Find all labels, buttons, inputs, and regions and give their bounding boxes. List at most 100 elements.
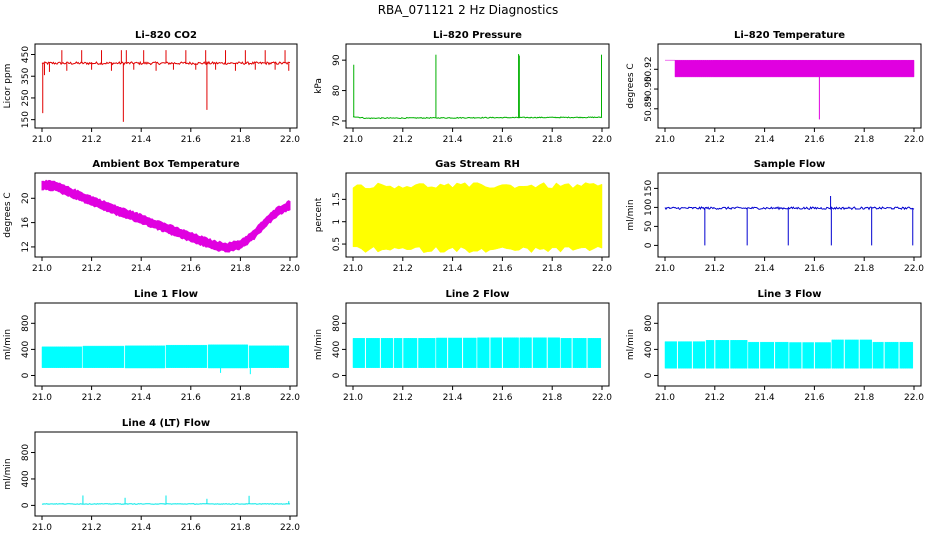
series-band — [165, 344, 208, 368]
x-tick-label: 21.6 — [181, 135, 201, 145]
x-tick-label: 21.0 — [343, 135, 363, 145]
panel-title: Li–820 CO2 — [135, 30, 197, 41]
x-tick-label: 21.6 — [181, 523, 201, 533]
y-tick-label: 12 — [21, 241, 31, 252]
y-tick-label: 400 — [21, 470, 31, 487]
y-tick-label: 800 — [21, 444, 31, 461]
panel-7: Line 1 Flow ml/min 21.0 21.2 21.4 21.6 21.8 22.… — [3, 289, 300, 403]
y-axis-label: percent — [314, 197, 324, 232]
series-band — [477, 337, 519, 368]
y-axis-label: degrees C — [3, 192, 13, 237]
main-title: RBA_071121 2 Hz Diagnostics — [378, 3, 559, 17]
panel-4: Ambient Box Temperature degrees C 21.0 21.2… — [3, 159, 300, 274]
x-tick-label: 21.4 — [443, 393, 463, 403]
plot-frame — [657, 172, 922, 258]
plot-frame — [345, 43, 610, 129]
y-tick-label: 350 — [21, 67, 31, 84]
panel-title: Li–820 Temperature — [734, 30, 845, 41]
x-tick-label: 21.0 — [343, 264, 363, 274]
plot-frame — [345, 302, 610, 387]
series-band — [207, 344, 249, 369]
y-tick-label: 50.92 — [644, 56, 654, 82]
y-tick-label: 80 — [332, 85, 342, 97]
series-band — [41, 179, 291, 253]
x-tick-label: 21.4 — [443, 135, 463, 145]
x-tick-label: 21.8 — [230, 393, 250, 403]
plot-frame — [34, 302, 298, 387]
y-tick-label: 1 — [332, 219, 342, 225]
x-tick-label: 21.6 — [492, 393, 512, 403]
panel-6: Sample Flow ml/min 21.0 21.2 21.4 21.6 21.8 22.… — [626, 159, 924, 274]
x-tick-label: 21.6 — [181, 393, 201, 403]
y-tick-label: 20 — [21, 192, 31, 204]
x-tick-label: 21.8 — [230, 264, 250, 274]
x-tick-label: 22.0 — [904, 264, 924, 274]
x-tick-label: 21.2 — [705, 264, 725, 274]
x-tick-label: 21.0 — [655, 393, 675, 403]
panel-8: Line 2 Flow ml/min 21.0 21.2 21.4 21.6 21.8 22.… — [314, 289, 612, 403]
panel-3: Li–820 Temperature degrees C 21.0 21.2 21.4 2… — [626, 30, 924, 145]
x-tick-label: 21.0 — [343, 393, 363, 403]
x-tick-label: 21.0 — [32, 135, 52, 145]
y-axis-label: ml/min — [626, 329, 636, 360]
plot-frame — [345, 172, 610, 258]
x-tick-label: 21.2 — [82, 523, 102, 533]
x-tick-label: 21.2 — [705, 135, 725, 145]
panel-9: Line 3 Flow ml/min 21.0 21.2 21.4 21.6 21.8 22.… — [626, 289, 924, 403]
plot-frame — [34, 431, 298, 517]
y-tick-label: 800 — [21, 314, 31, 331]
x-tick-label: 22.0 — [280, 135, 300, 145]
series-band — [560, 338, 602, 368]
series-band — [789, 342, 831, 369]
y-tick-label: 400 — [332, 341, 342, 358]
series-band — [352, 338, 394, 368]
y-axis-label: ml/min — [3, 329, 13, 360]
y-tick-label: 1.5 — [332, 192, 342, 206]
plot-frame — [657, 302, 922, 387]
y-axis-label: kPa — [314, 78, 324, 94]
y-tick-label: 0.5 — [332, 237, 342, 251]
x-tick-label: 22.0 — [592, 393, 612, 403]
y-tick-label: 450 — [21, 46, 31, 63]
y-tick-label: 800 — [644, 314, 654, 331]
x-tick-label: 21.4 — [131, 264, 151, 274]
x-tick-label: 21.4 — [443, 264, 463, 274]
y-axis-label: Licor ppm — [3, 64, 13, 109]
x-tick-label: 22.0 — [904, 393, 924, 403]
panel-title: Li–820 Pressure — [433, 30, 522, 41]
x-tick-label: 22.0 — [280, 523, 300, 533]
y-tick-label: 0 — [332, 372, 342, 378]
series-band — [393, 338, 436, 368]
series-band — [664, 341, 706, 369]
x-tick-label: 21.6 — [804, 264, 824, 274]
y-axis-label: ml/min — [3, 458, 13, 489]
data-series — [41, 50, 291, 122]
y-tick-label: 50.90 — [644, 76, 654, 102]
x-tick-label: 22.0 — [592, 264, 612, 274]
x-tick-label: 21.2 — [393, 393, 413, 403]
x-tick-label: 21.0 — [655, 264, 675, 274]
x-tick-label: 21.4 — [755, 264, 775, 274]
y-tick-label: 0 — [644, 372, 654, 378]
x-tick-label: 21.6 — [492, 135, 512, 145]
x-tick-label: 21.2 — [82, 135, 102, 145]
y-tick-label: 50.89 — [644, 96, 654, 122]
panel-2: Li–820 Pressure kPa 21.0 21.2 21.4 21.6 21.8 22… — [314, 30, 612, 145]
x-tick-label: 21.8 — [854, 264, 874, 274]
x-tick-label: 21.4 — [131, 523, 151, 533]
panel-title: Line 1 Flow — [134, 289, 198, 300]
y-tick-label: 90 — [332, 54, 342, 66]
x-tick-label: 22.0 — [280, 393, 300, 403]
x-tick-label: 21.0 — [32, 393, 52, 403]
y-tick-label: 0 — [21, 372, 31, 378]
panel-title: Ambient Box Temperature — [92, 159, 239, 170]
x-tick-label: 22.0 — [904, 135, 924, 145]
data-series — [352, 313, 602, 376]
x-tick-label: 21.6 — [804, 135, 824, 145]
y-tick-label: 0 — [644, 242, 654, 248]
data-series — [664, 313, 914, 376]
y-tick-label: 150 — [21, 111, 31, 128]
x-tick-label: 21.2 — [82, 264, 102, 274]
y-axis-label: ml/min — [626, 199, 636, 230]
series-band — [705, 340, 748, 369]
